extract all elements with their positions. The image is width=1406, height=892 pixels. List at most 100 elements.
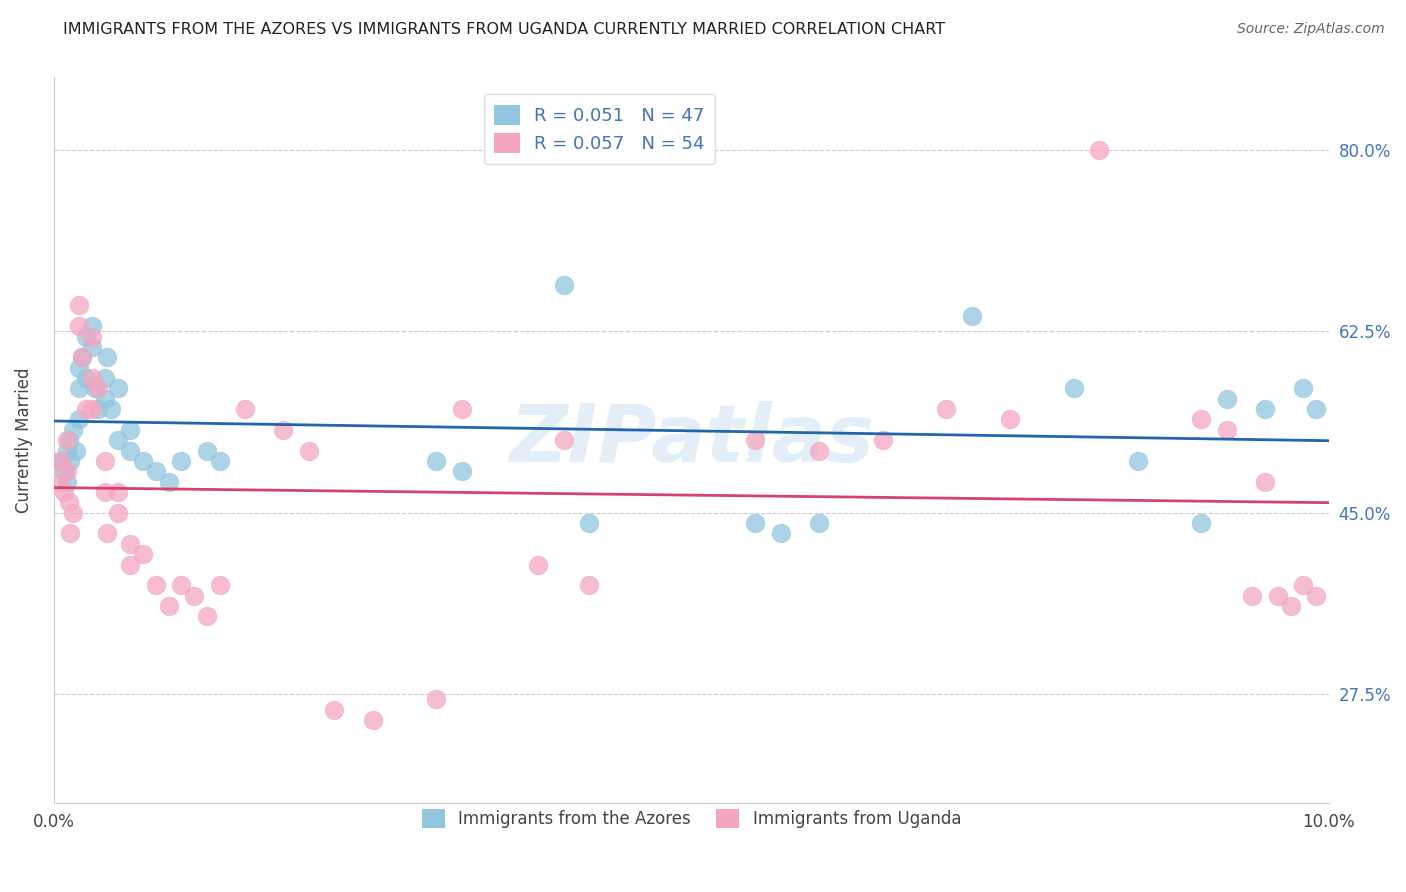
- Point: [58, 433, 80, 447]
- Legend: Immigrants from the Azores, Immigrants from Uganda: Immigrants from the Azores, Immigrants f…: [415, 802, 967, 835]
- Point: [87, 381, 110, 395]
- Point: [94, 392, 117, 406]
- Point: [67, 360, 90, 375]
- Point: [170, 578, 193, 592]
- Point: [87, 402, 110, 417]
- Point: [75, 402, 97, 417]
- Point: [107, 433, 129, 447]
- Point: [59, 454, 82, 468]
- Point: [183, 589, 205, 603]
- Point: [75, 329, 97, 343]
- Point: [107, 381, 129, 395]
- Point: [872, 433, 894, 447]
- Point: [1305, 402, 1327, 417]
- Point: [49, 454, 72, 468]
- Point: [769, 526, 792, 541]
- Point: [132, 454, 155, 468]
- Point: [361, 713, 384, 727]
- Text: IMMIGRANTS FROM THE AZORES VS IMMIGRANTS FROM UGANDA CURRENTLY MARRIED CORRELATI: IMMIGRANTS FROM THE AZORES VS IMMIGRANTS…: [63, 22, 945, 37]
- Point: [998, 412, 1021, 426]
- Point: [55, 433, 77, 447]
- Point: [80, 329, 103, 343]
- Point: [80, 340, 103, 354]
- Point: [120, 558, 142, 572]
- Point: [67, 412, 90, 426]
- Point: [67, 319, 90, 334]
- Point: [1305, 589, 1327, 603]
- Point: [80, 319, 103, 334]
- Point: [807, 516, 830, 530]
- Point: [935, 402, 957, 417]
- Point: [527, 558, 550, 572]
- Point: [1063, 381, 1085, 395]
- Point: [553, 433, 575, 447]
- Point: [1216, 423, 1239, 437]
- Point: [62, 423, 84, 437]
- Point: [55, 464, 77, 478]
- Point: [233, 402, 256, 417]
- Point: [58, 495, 80, 509]
- Point: [323, 703, 346, 717]
- Point: [96, 351, 118, 365]
- Point: [1292, 578, 1315, 592]
- Point: [48, 475, 70, 489]
- Y-axis label: Currently Married: Currently Married: [15, 368, 32, 513]
- Point: [1216, 392, 1239, 406]
- Point: [107, 485, 129, 500]
- Point: [425, 692, 447, 706]
- Point: [450, 464, 472, 478]
- Point: [157, 475, 180, 489]
- Point: [1254, 475, 1277, 489]
- Point: [83, 381, 105, 395]
- Point: [744, 516, 766, 530]
- Point: [1254, 402, 1277, 417]
- Point: [53, 464, 76, 478]
- Point: [273, 423, 295, 437]
- Point: [80, 371, 103, 385]
- Point: [70, 351, 93, 365]
- Point: [94, 485, 117, 500]
- Point: [157, 599, 180, 613]
- Point: [120, 537, 142, 551]
- Point: [170, 454, 193, 468]
- Point: [553, 277, 575, 292]
- Point: [62, 506, 84, 520]
- Point: [53, 485, 76, 500]
- Point: [67, 298, 90, 312]
- Point: [51, 454, 73, 468]
- Point: [107, 506, 129, 520]
- Point: [208, 454, 231, 468]
- Point: [578, 516, 600, 530]
- Text: Source: ZipAtlas.com: Source: ZipAtlas.com: [1237, 22, 1385, 37]
- Point: [960, 309, 983, 323]
- Point: [80, 402, 103, 417]
- Point: [145, 578, 167, 592]
- Point: [425, 454, 447, 468]
- Point: [67, 381, 90, 395]
- Point: [208, 578, 231, 592]
- Point: [1088, 143, 1111, 157]
- Point: [132, 547, 155, 561]
- Point: [1126, 454, 1149, 468]
- Point: [59, 526, 82, 541]
- Point: [1189, 516, 1212, 530]
- Point: [807, 443, 830, 458]
- Point: [744, 433, 766, 447]
- Point: [70, 351, 93, 365]
- Point: [120, 423, 142, 437]
- Point: [94, 454, 117, 468]
- Point: [1267, 589, 1289, 603]
- Point: [195, 443, 218, 458]
- Point: [1189, 412, 1212, 426]
- Point: [1241, 589, 1264, 603]
- Point: [298, 443, 321, 458]
- Point: [94, 371, 117, 385]
- Point: [1292, 381, 1315, 395]
- Point: [450, 402, 472, 417]
- Point: [96, 526, 118, 541]
- Point: [100, 402, 122, 417]
- Point: [145, 464, 167, 478]
- Point: [65, 443, 87, 458]
- Point: [75, 371, 97, 385]
- Point: [1279, 599, 1302, 613]
